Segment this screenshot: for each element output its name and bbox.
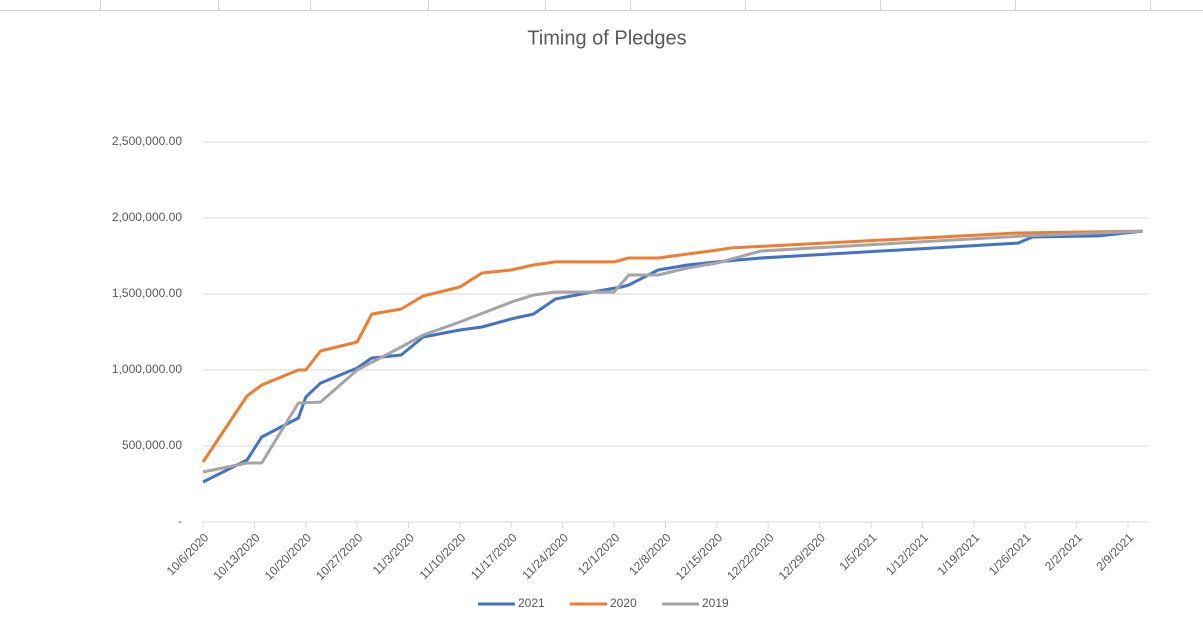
- sheet-cells: [0, 0, 1203, 11]
- x-tick-label: 1/5/2021: [836, 530, 879, 573]
- y-tick-label: 500,000.00: [122, 438, 182, 452]
- x-tick-label: 1/12/2021: [883, 530, 931, 578]
- x-tick-label: 2/2/2021: [1042, 530, 1085, 573]
- x-tick-label: 10/20/2020: [262, 530, 315, 583]
- series-line: [201, 229, 1143, 463]
- legend-label: 2020: [610, 596, 637, 610]
- x-tick-label: 1/19/2021: [935, 530, 983, 578]
- x-tick-label: 12/1/2020: [575, 530, 623, 578]
- x-tick-label: 12/8/2020: [626, 530, 674, 578]
- x-tick-label: 10/6/2020: [164, 530, 212, 578]
- series-line: [202, 229, 1143, 484]
- legend-label: 2021: [518, 596, 545, 610]
- x-tick-label: 11/3/2020: [370, 530, 417, 577]
- x-tick-label: 2/9/2021: [1093, 530, 1136, 573]
- x-tick-label: 11/17/2020: [468, 530, 520, 582]
- x-tick-label: 12/22/2020: [724, 530, 777, 583]
- x-tick-label: 10/13/2020: [210, 530, 263, 583]
- x-tick-label: 11/24/2020: [519, 530, 571, 582]
- y-tick-label: -: [178, 514, 182, 528]
- x-tick-label: 11/10/2020: [417, 530, 469, 582]
- x-tick-label: 12/29/2020: [776, 530, 829, 583]
- x-tick-label: 1/26/2021: [986, 530, 1034, 578]
- legend-label: 2019: [702, 596, 729, 610]
- x-tick-label: 10/27/2020: [313, 530, 366, 583]
- y-tick-label: 2,500,000.00: [112, 134, 182, 148]
- x-tick-label: 12/15/2020: [673, 530, 726, 583]
- chart-title: Timing of Pledges: [527, 27, 686, 49]
- y-tick-label: 1,000,000.00: [112, 362, 182, 376]
- y-tick-label: 2,000,000.00: [112, 210, 182, 224]
- series-line: [202, 229, 1143, 474]
- y-tick-label: 1,500,000.00: [112, 286, 182, 300]
